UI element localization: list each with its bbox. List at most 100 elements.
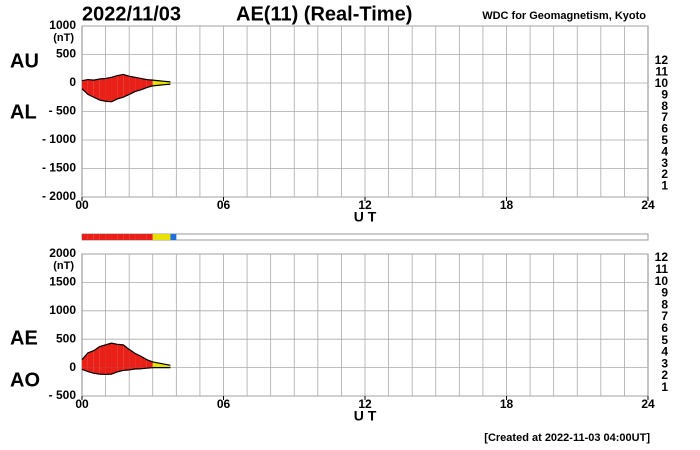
legend-label: 10 <box>655 274 669 288</box>
y-tick-label: - 1500 <box>42 161 76 175</box>
legend-label: 7 <box>661 309 668 323</box>
area-segment <box>129 83 136 95</box>
area-segment <box>135 83 141 92</box>
station-bar-cell <box>170 234 177 240</box>
area-segment <box>93 83 100 101</box>
area-segment <box>87 350 94 368</box>
area-segment <box>99 78 106 83</box>
area-segment <box>93 367 100 375</box>
y-tick-label: - 500 <box>49 104 77 118</box>
x-tick-label: 12 <box>358 397 372 411</box>
station-bar-cell <box>105 234 112 240</box>
station-bar-cell <box>117 234 124 240</box>
station-bar-cell <box>140 234 147 240</box>
station-bar-cell <box>111 234 118 240</box>
x-tick-label: 06 <box>217 198 231 212</box>
series-line <box>81 83 171 103</box>
y-tick-label: 1500 <box>49 275 76 289</box>
x-tick-label: 18 <box>500 198 514 212</box>
x-tick-label: 24 <box>641 397 655 411</box>
y-tick-label: 500 <box>56 331 76 345</box>
area-segment <box>105 367 112 375</box>
y-tick-label: 500 <box>56 47 76 61</box>
title: AE(11) (Real-Time) <box>236 3 412 25</box>
area-segment <box>123 74 130 83</box>
area-segment <box>111 83 118 102</box>
station-bar-cell <box>82 234 88 240</box>
legend-label: 10 <box>655 76 669 90</box>
legend-label: 5 <box>661 333 668 347</box>
area-segment <box>129 349 136 368</box>
area-segment <box>117 344 124 368</box>
y-unit-label: (nT) <box>53 32 74 44</box>
station-bar-cell <box>158 234 165 240</box>
legend-label: 2 <box>661 167 668 181</box>
legend-label: 9 <box>661 286 668 300</box>
area-segment <box>135 353 141 368</box>
area-segment <box>99 344 106 368</box>
legend-label: 5 <box>661 133 668 147</box>
series-name: AL <box>10 101 37 123</box>
area-segment <box>99 367 106 375</box>
y-tick-label: 0 <box>69 75 76 89</box>
y-tick-label: 2000 <box>49 246 76 260</box>
area-segment <box>146 83 153 88</box>
y-tick-label: - 500 <box>49 388 77 402</box>
area-segment <box>105 343 112 368</box>
area-segment <box>99 83 106 102</box>
area-segment <box>82 352 88 368</box>
legend-label: 3 <box>661 156 668 170</box>
area-segment <box>123 344 130 368</box>
footer: [Created at 2022-11-03 04:00UT] <box>484 432 650 444</box>
y-tick-label: 1000 <box>49 18 76 32</box>
x-tick-label: 00 <box>75 397 89 411</box>
y-tick-label: 0 <box>69 360 76 374</box>
x-tick-label: 24 <box>641 198 655 212</box>
station-bar-cell <box>129 234 136 240</box>
x-tick-label: 06 <box>217 397 231 411</box>
area-segment <box>123 83 130 98</box>
x-axis-label: U T <box>354 408 377 424</box>
legend-label: 4 <box>661 144 668 158</box>
legend-label: 4 <box>661 345 668 359</box>
legend-label: 3 <box>661 356 668 370</box>
station-bar-cell <box>152 234 159 240</box>
x-axis-label: U T <box>354 209 377 225</box>
legend-label: 8 <box>661 297 668 311</box>
series-name: AU <box>10 50 39 72</box>
legend-label: 1 <box>661 380 668 394</box>
area-segment <box>87 83 94 98</box>
area-segment <box>111 343 118 368</box>
legend-label: 11 <box>655 262 668 276</box>
x-tick-label: 00 <box>75 198 89 212</box>
date: 2022/11/03 <box>82 3 181 25</box>
series-line <box>81 367 171 376</box>
station-bar-cell <box>87 234 94 240</box>
series-line <box>81 342 171 366</box>
y-unit-label: (nT) <box>53 260 74 272</box>
y-tick-label: - 1000 <box>42 132 76 146</box>
area-segment <box>117 74 124 83</box>
legend-label: 11 <box>655 65 668 79</box>
station-bar-cell <box>99 234 106 240</box>
legend-label: 2 <box>661 368 668 382</box>
area-segment <box>140 83 147 90</box>
x-tick-label: 18 <box>500 397 514 411</box>
legend-label: 7 <box>661 110 668 124</box>
series-line <box>81 73 171 83</box>
legend-label: 8 <box>661 99 668 113</box>
legend-label: 12 <box>655 53 669 67</box>
x-tick-label: 12 <box>358 198 372 212</box>
station-bar-cell <box>146 234 153 240</box>
area-segment <box>93 346 100 368</box>
legend-label: 6 <box>661 321 668 335</box>
station-bar-cell <box>135 234 141 240</box>
legend-label: 1 <box>661 179 668 193</box>
legend-label: 12 <box>655 250 669 264</box>
area-segment <box>105 83 112 102</box>
area-segment <box>129 76 136 83</box>
station-bar-cell <box>164 234 171 240</box>
series-name: AO <box>10 369 40 391</box>
series-name: AE <box>10 327 38 349</box>
